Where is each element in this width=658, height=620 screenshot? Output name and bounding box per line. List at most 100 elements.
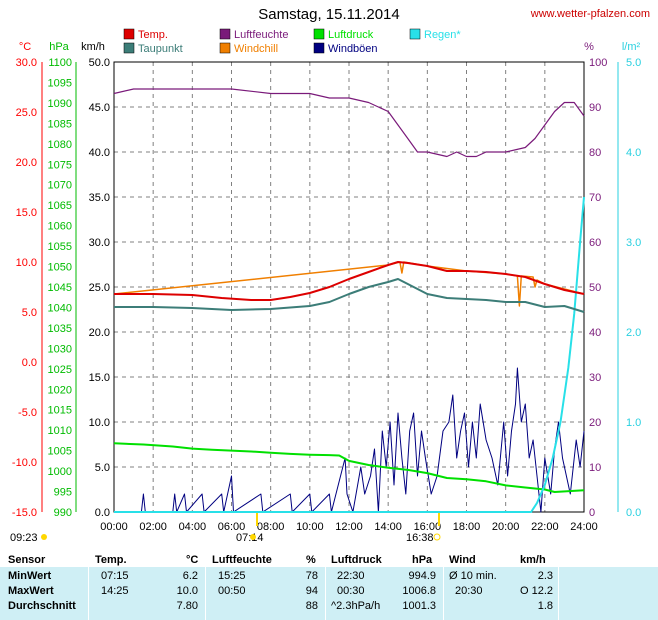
- pct-tick-label: 20: [589, 417, 601, 429]
- hpa-tick-label: 1070: [48, 180, 72, 192]
- header-temp: Temp.: [95, 554, 127, 566]
- x-tick-label: 16:00: [414, 521, 442, 533]
- pct-tick-label: 50: [589, 282, 601, 294]
- x-tick-label: 02:00: [139, 521, 167, 533]
- wind-value: 1.8: [537, 600, 553, 612]
- kmh-tick-label: 20.0: [89, 327, 110, 339]
- row-label: MaxWert: [8, 585, 54, 597]
- temp-tick-label: 25.0: [16, 107, 37, 119]
- pct-tick-label: 70: [589, 192, 601, 204]
- x-tick-label: 12:00: [335, 521, 363, 533]
- header-title: Samstag, 15.11.2014: [258, 6, 400, 23]
- sun-icon: [250, 534, 256, 540]
- hpa-tick-label: 1080: [48, 139, 72, 151]
- row-label: Durchschnitt: [8, 600, 76, 612]
- series-line-regen: [114, 196, 585, 513]
- sunset-time: 16:38: [406, 532, 434, 544]
- weather-chart: °C hPa km/h% l/m² 30.0 25.0 20.0 15.0 10.0 5.0 0.0…: [10, 28, 641, 544]
- hpa-tick-label: 1090: [48, 98, 72, 110]
- press-time: 00:30: [337, 585, 365, 597]
- legend-label: Temp.: [138, 29, 168, 41]
- header-hum: Luftfeuchte: [212, 554, 272, 566]
- kmh-tick-label: 45.0: [89, 102, 110, 114]
- hpa-tick-label: 1060: [48, 221, 72, 233]
- wind-time: 20:30: [455, 585, 483, 597]
- hpa-tick-label: 1030: [48, 343, 72, 355]
- legend-label: Windchill: [234, 43, 278, 55]
- temp-tick-label: -15.0: [12, 507, 37, 519]
- press-time: 22:30: [337, 570, 365, 582]
- rain-tick-label: 0.0: [626, 507, 641, 519]
- press-value: 1006.8: [402, 585, 436, 597]
- temp-tick-label: 30.0: [16, 57, 37, 69]
- x-tick-label: 08:00: [257, 521, 285, 533]
- pct-tick-label: 0: [589, 507, 595, 519]
- legend-swatch: [219, 28, 231, 40]
- hpa-tick-label: 1025: [48, 364, 72, 376]
- x-tick-label: 24:00: [570, 521, 598, 533]
- hpa-tick-label: 1065: [48, 200, 72, 212]
- pct-tick-label: 80: [589, 147, 601, 159]
- temp-tick-label: 10.0: [16, 257, 37, 269]
- header-wind-unit: km/h: [520, 554, 546, 566]
- series-line-taupunkt: [114, 278, 585, 313]
- website-link[interactable]: www.wetter-pfalzen.com: [530, 8, 650, 20]
- press-time: ^2.3hPa/h: [331, 600, 381, 612]
- wind-value: 2.3: [537, 570, 553, 582]
- hpa-tick-label: 1050: [48, 262, 72, 274]
- kmh-tick-label: 30.0: [89, 237, 110, 249]
- kmh-tick-label: 5.0: [95, 462, 110, 474]
- hum-value: 88: [305, 600, 318, 612]
- legend-swatch: [219, 42, 231, 54]
- sunrise-time: 07:14: [236, 532, 264, 544]
- hpa-axis-unit: hPa: [49, 41, 69, 53]
- x-tick-label: 22:00: [531, 521, 559, 533]
- header-temp-unit: °C: [186, 554, 199, 566]
- x-tick-label: 18:00: [453, 521, 481, 533]
- header-wind: Wind: [449, 554, 476, 566]
- series-line-windchill: [113, 261, 585, 307]
- pct-tick-label: 30: [589, 372, 601, 384]
- legend-label: Regen*: [424, 29, 461, 41]
- legend-label: Luftfeuchte: [234, 29, 288, 41]
- pct-tick-label: 100: [589, 57, 607, 69]
- summary-table: Sensor Temp. °C Luftfeuchte % Luftdruck …: [0, 545, 658, 620]
- temp-value: 6.2: [182, 570, 198, 582]
- press-value: 1001.3: [402, 600, 436, 612]
- temp-tick-label: -5.0: [18, 407, 37, 419]
- legend-label: Windböen: [328, 43, 378, 55]
- hum-time: 00:50: [218, 585, 246, 597]
- grid: [114, 62, 584, 512]
- rain-axis-unit: l/m²: [622, 41, 641, 53]
- hum-time: 15:25: [218, 570, 246, 582]
- press-value: 994.9: [408, 570, 436, 582]
- hpa-tick-label: 990: [54, 507, 72, 519]
- legend-swatch: [313, 42, 325, 54]
- series-line-windben: [114, 367, 585, 513]
- kmh-tick-label: 0.0: [95, 507, 110, 519]
- hpa-tick-label: 1015: [48, 405, 72, 417]
- kmh-tick-label: 25.0: [89, 282, 110, 294]
- kmh-tick-label: 50.0: [89, 57, 110, 69]
- temp-tick-label: 5.0: [22, 307, 37, 319]
- row-label: MinWert: [8, 570, 52, 582]
- hpa-tick-label: 1005: [48, 446, 72, 458]
- rain-tick-label: 4.0: [626, 147, 641, 159]
- kmh-axis-unit: km/h: [81, 41, 105, 53]
- series-line-luftdruck: [113, 442, 585, 493]
- rain-tick-label: 3.0: [626, 237, 641, 249]
- kmh-tick-label: 40.0: [89, 147, 110, 159]
- hpa-tick-label: 1020: [48, 384, 72, 396]
- x-tick-label: 14:00: [374, 521, 402, 533]
- legend-swatch: [313, 28, 325, 40]
- hpa-tick-label: 1055: [48, 241, 72, 253]
- hpa-tick-label: 1085: [48, 118, 72, 130]
- wind-time: Ø 10 min.: [449, 570, 497, 582]
- sun-time-label: 09:23: [10, 532, 38, 544]
- rain-tick-label: 1.0: [626, 417, 641, 429]
- hpa-tick-label: 1000: [48, 466, 72, 478]
- kmh-tick-label: 10.0: [89, 417, 110, 429]
- pct-tick-label: 90: [589, 102, 601, 114]
- legend-swatch: [409, 28, 421, 40]
- table-header-row: [0, 545, 658, 567]
